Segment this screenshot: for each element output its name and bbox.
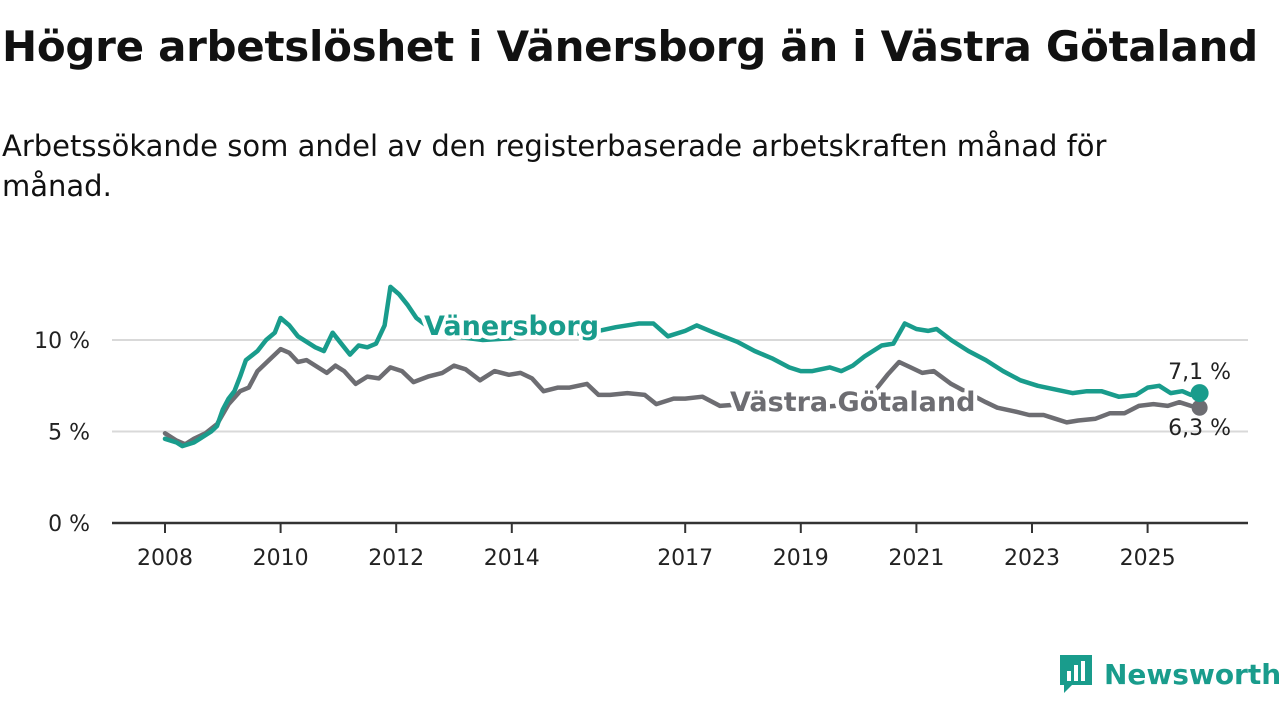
- x-tick-label: 2014: [484, 546, 540, 571]
- end-label-vanersborg: 7,1 %: [1168, 360, 1231, 385]
- chart-subtitle: Arbetssökande som andel av den registerb…: [2, 129, 1107, 203]
- x-tick-label: 2021: [888, 546, 944, 571]
- x-tick-label: 2008: [137, 546, 193, 571]
- series-label-vastra-gotaland: Västra Götaland: [730, 387, 975, 418]
- x-tick-label: 2023: [1004, 546, 1060, 571]
- end-point-vanersborg: [1190, 384, 1209, 403]
- series-label-vanersborg: Vänersborg: [424, 311, 599, 342]
- x-tick-label: 2025: [1120, 546, 1176, 571]
- brand-logo[interactable]: Newsworthy: [1058, 652, 1280, 696]
- brand-name: Newsworthy: [1104, 657, 1280, 691]
- x-tick-label: 2012: [368, 546, 424, 571]
- newsworthy-icon: [1060, 655, 1092, 693]
- series-line-vastra-gotaland: [162, 346, 1202, 447]
- x-tick-label: 2017: [657, 546, 713, 571]
- end-label-vastra-gotaland: 6,3 %: [1168, 416, 1231, 441]
- x-tick-label: 2010: [253, 546, 309, 571]
- x-tick-label: 2019: [773, 546, 829, 571]
- end-point-vastra-gotaland: [1191, 399, 1208, 416]
- series-line-vanersborg: [162, 284, 1202, 449]
- y-tick-label: 0 %: [48, 512, 90, 537]
- y-tick-label: 10 %: [34, 329, 90, 354]
- y-tick-label: 5 %: [48, 421, 90, 446]
- chart-title: Högre arbetslöshet i Vänersborg än i Väs…: [2, 22, 1258, 71]
